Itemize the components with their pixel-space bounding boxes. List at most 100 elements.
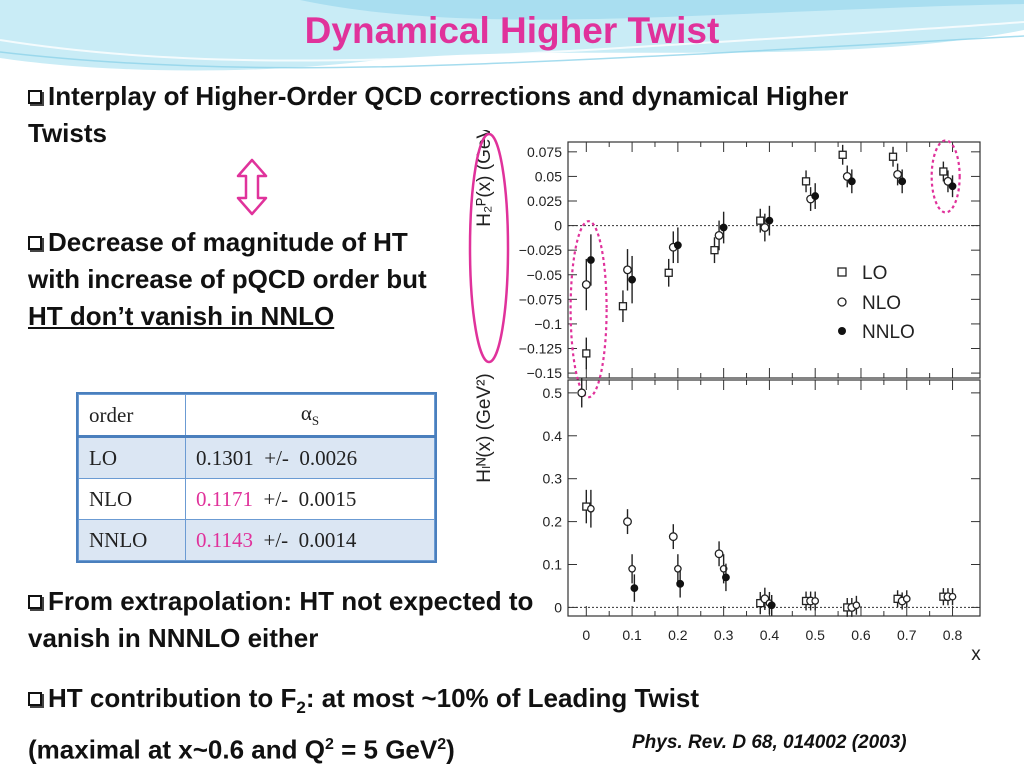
y-tick-label: 0.2 [543, 514, 563, 530]
data-point-nlo [714, 230, 724, 240]
data-point-nlo [760, 223, 770, 232]
y-tick-label: 0 [554, 218, 562, 234]
reference-citation: Phys. Rev. D 68, 014002 (2003) [632, 732, 907, 753]
data-point-nnlo [765, 216, 774, 225]
panel-h2-higher-twist: 0.075 0.05 0.025 0 −0.025 −0.05 −0.075 −0.1 −0.1… [468, 130, 981, 399]
slide-title: Dynamical Higher Twist [304, 10, 720, 51]
x-tick-label: 0.2 [668, 627, 688, 643]
data-point-nnlo [587, 504, 595, 513]
plot-frame [567, 141, 981, 379]
data-point-nnlo [852, 601, 861, 610]
legend-label: NNLO [862, 322, 915, 343]
data-point-nnlo [898, 177, 907, 186]
y-tick-label: 0.075 [527, 144, 562, 160]
legend-marker-nnlo [838, 327, 846, 335]
x-tick-label: 0 [582, 627, 590, 643]
y-tick-label: 0.025 [527, 193, 562, 209]
y-axis-label: Hₗᴺ(x) (GeV²) [474, 373, 495, 482]
data-point-lo [618, 302, 628, 311]
data-point-nnlo [811, 192, 820, 200]
panel-hl-higher-twist: 0.5 0.4 0.3 0.2 0.1 0 Hₗᴺ(x) (GeV²) 0 0.1 0.2 0.3 0… [474, 373, 981, 660]
bullet-ht-contribution: HT contribution to F2: at most ~10% of L… [28, 683, 700, 765]
data-point-nnlo [719, 223, 728, 232]
data-point-nnlo-dots [722, 573, 730, 582]
y-tick-label: −0.025 [519, 242, 562, 258]
header-alpha-s: αS [185, 394, 435, 438]
data-point-lo [838, 150, 847, 159]
highlight-low-x-ellipse [569, 220, 608, 399]
data-point-lo [939, 167, 948, 176]
header-order: order [78, 394, 186, 438]
data-point-lo [801, 177, 811, 186]
background-swoosh [0, 0, 1024, 71]
data-point-nnlo [811, 597, 820, 605]
x-tick-label: 0.6 [851, 627, 871, 643]
bullet-decrease-text: Decrease of magnitude of HT with increas… [28, 227, 427, 294]
data-point-nnlo-dots [767, 601, 776, 610]
data-point-lo [888, 152, 898, 161]
data-point-nnlo [628, 275, 636, 284]
alpha-s-table: order αS LO 0.1301 +/- 0.0026 NLO 0.1171… [76, 392, 437, 563]
y-tick-label: 0.1 [543, 557, 563, 573]
data-point-lo [582, 349, 591, 358]
data-point-nnlo [847, 177, 856, 186]
data-point-lo [664, 268, 673, 277]
y-tick-label: −0.1 [534, 316, 562, 332]
table-row: LO 0.1301 +/- 0.0026 [78, 436, 435, 479]
legend-marker-lo [837, 267, 847, 277]
checkbox-bullet-icon [28, 595, 42, 609]
higher-twist-chart: 0.075 0.05 0.025 0 −0.025 −0.05 −0.075 −0.1 −0.1… [468, 130, 981, 660]
row-alpha: 0.1143 +/- 0.0014 [185, 519, 435, 561]
data-point-nnlo [628, 564, 636, 573]
x-tick-label: 0.5 [805, 627, 825, 643]
bullet-decrease-underlined: HT don’t vanish in NNLO [28, 301, 335, 331]
row-order: NLO [78, 478, 186, 520]
x-tick-label: 0.4 [760, 627, 780, 643]
x-axis-label: x [971, 644, 981, 660]
data-point-nlo [714, 549, 724, 559]
data-point-nlo [668, 532, 678, 542]
data-point-nnlo [948, 182, 957, 191]
data-point-nlo [893, 170, 903, 179]
legend-marker-nlo [837, 297, 847, 307]
data-point-lo [710, 246, 719, 255]
data-point-nlo [943, 176, 953, 186]
bullet-extrapolation-text: From extrapolation: HT not expected to v… [28, 586, 534, 653]
data-point-nnlo-dots [676, 579, 685, 588]
bullet-extrapolation: From extrapolation: HT not expected to v… [28, 583, 568, 657]
data-point-nnlo [673, 241, 682, 250]
plot-frame [567, 379, 981, 617]
table-header-row: order αS [78, 394, 435, 438]
checkbox-bullet-icon [28, 90, 42, 104]
data-point-nnlo-dots [630, 584, 639, 593]
x-tick-label: 0.3 [714, 627, 734, 643]
row-alpha: 0.1171 +/- 0.0015 [185, 478, 435, 520]
checkbox-bullet-icon [28, 692, 42, 706]
y-axis-label: H₂ᴾ(x) (GeV²) [474, 130, 495, 227]
row-alpha: 0.1301 +/- 0.0026 [185, 436, 435, 479]
y-tick-label: 0.5 [543, 385, 563, 401]
data-point-nlo [577, 388, 587, 398]
y-tick-label: −0.05 [527, 267, 563, 283]
data-point-lo [756, 216, 765, 225]
y-tick-label: −0.125 [519, 341, 562, 357]
x-tick-label: 0.8 [943, 627, 963, 643]
up-down-arrow-icon [236, 158, 268, 216]
data-point-nlo [623, 517, 632, 527]
data-point-nnlo [948, 592, 957, 601]
data-point-nlo [581, 280, 591, 290]
legend-label: LO [862, 263, 887, 284]
bullet-interplay-text: Interplay of Higher-Order QCD correction… [28, 81, 849, 148]
table-row: NNLO 0.1143 +/- 0.0014 [78, 519, 435, 561]
checkbox-bullet-icon [28, 236, 42, 250]
legend-label: NLO [862, 293, 901, 314]
x-tick-label: 0.1 [622, 627, 642, 643]
highlight-ylabel-ellipse [468, 132, 510, 364]
data-point-nlo [623, 265, 632, 275]
data-point-nnlo [902, 594, 911, 603]
data-point-nlo [842, 171, 852, 181]
data-point-nnlo [586, 256, 595, 264]
x-tick-label: 0.7 [897, 627, 917, 643]
bullet-decrease: Decrease of magnitude of HT with increas… [28, 224, 438, 335]
highlight-high-x-ellipse [930, 139, 961, 214]
